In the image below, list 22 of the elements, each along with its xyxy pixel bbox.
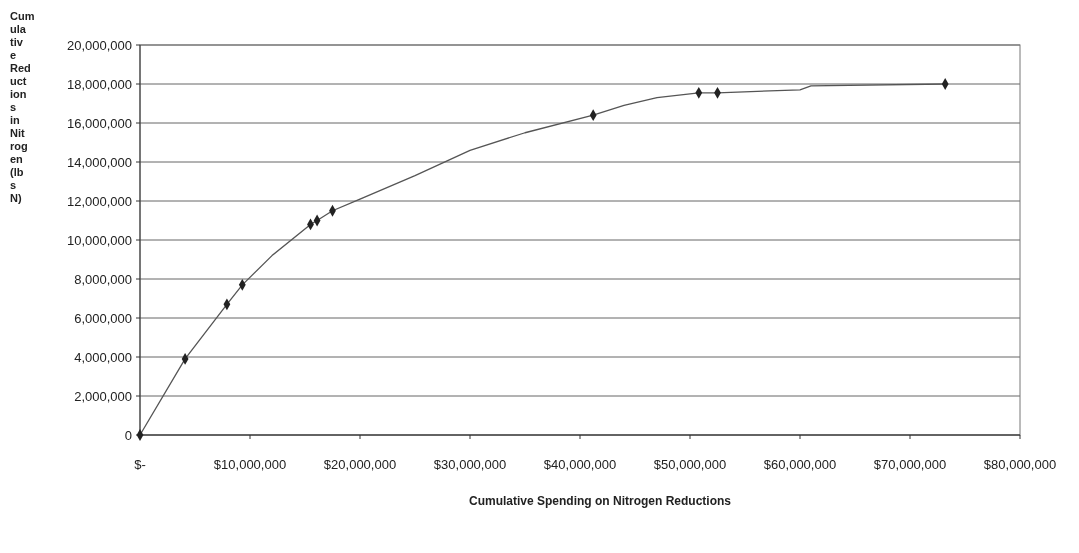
- x-tick-label: $80,000,000: [983, 457, 1057, 472]
- x-tick-label: $-: [134, 457, 146, 472]
- y-tick-label: 0: [124, 428, 132, 443]
- x-tick-label: $70,000,000: [873, 457, 947, 472]
- y-tick-label: 10,000,000: [66, 233, 132, 248]
- y-tick-label: 18,000,000: [66, 77, 132, 92]
- x-tick-label: $40,000,000: [543, 457, 617, 472]
- y-tick-label: 12,000,000: [66, 194, 132, 209]
- y-tick-label: 16,000,000: [66, 116, 132, 131]
- y-tick-label: 4,000,000: [74, 350, 132, 365]
- y-tick-label: 2,000,000: [74, 389, 132, 404]
- y-tick-label: 14,000,000: [66, 155, 132, 170]
- x-tick-label: $20,000,000: [323, 457, 397, 472]
- x-tick-label: $50,000,000: [653, 457, 727, 472]
- y-tick-label: 8,000,000: [74, 272, 132, 287]
- text: Cumulative Reductions in Nitrogen (lbs N): [10, 10, 35, 204]
- x-tick-label: $60,000,000: [763, 457, 837, 472]
- y-tick-label: 20,000,000: [66, 38, 132, 53]
- y-tick-label: 6,000,000: [74, 311, 132, 326]
- x-tick-label: $10,000,000: [213, 457, 287, 472]
- x-axis-title: Cumulative Spending on Nitrogen Reductions: [468, 494, 732, 508]
- x-tick-label: $30,000,000: [433, 457, 507, 472]
